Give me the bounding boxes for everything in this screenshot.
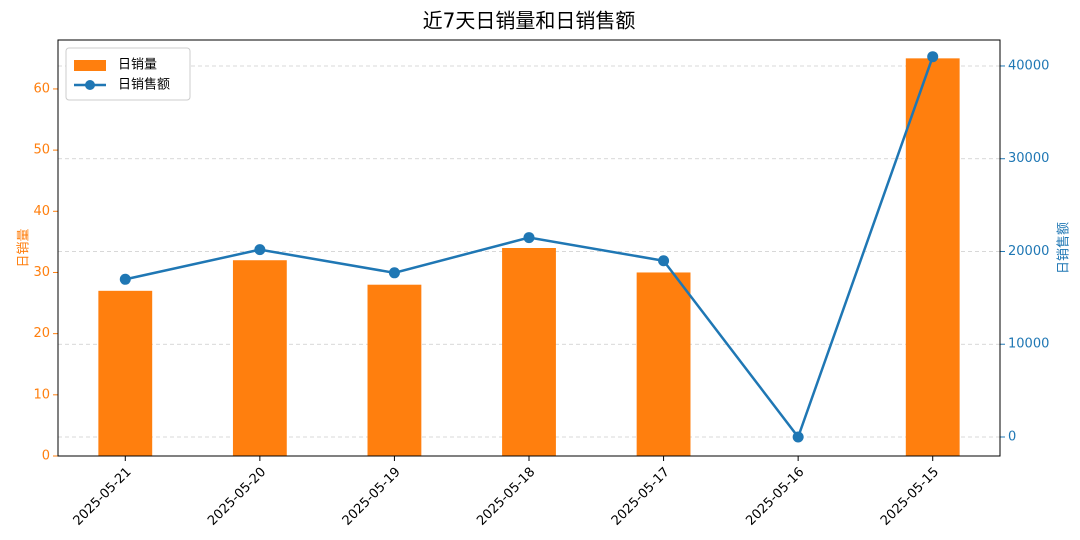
bar bbox=[502, 248, 556, 456]
line-point bbox=[254, 244, 266, 256]
x-tick-label: 2025-05-19 bbox=[340, 465, 404, 529]
x-tick-label: 2025-05-15 bbox=[878, 465, 942, 529]
line-point bbox=[658, 255, 670, 267]
line-point bbox=[927, 51, 939, 63]
bar bbox=[636, 272, 691, 456]
x-tick-label: 2025-05-16 bbox=[743, 465, 807, 529]
line-point bbox=[119, 273, 131, 285]
y-tick-label: 60 bbox=[33, 81, 50, 96]
x-tick-label: 2025-05-18 bbox=[474, 465, 538, 529]
bar bbox=[232, 260, 287, 456]
chart-title: 近7天日销量和日销售额 bbox=[423, 9, 636, 33]
bar bbox=[905, 58, 960, 457]
y2-tick-label: 0 bbox=[1008, 429, 1016, 444]
line-point bbox=[388, 267, 400, 279]
y2-tick-label: 30000 bbox=[1008, 151, 1049, 166]
y2-tick-label: 40000 bbox=[1008, 58, 1049, 73]
bar bbox=[98, 290, 153, 456]
y-tick-label: 20 bbox=[33, 326, 50, 341]
legend-marker bbox=[85, 80, 95, 90]
y-tick-label: 0 bbox=[42, 449, 50, 464]
legend-label: 日销量 bbox=[118, 58, 157, 73]
y-tick-label: 40 bbox=[33, 204, 50, 219]
y2-tick-label: 20000 bbox=[1008, 244, 1049, 259]
line-point bbox=[523, 232, 535, 244]
y-tick-label: 50 bbox=[33, 143, 50, 158]
y2-axis-label: 日销售额 bbox=[1056, 222, 1072, 274]
line-point bbox=[792, 431, 804, 443]
x-tick-label: 2025-05-20 bbox=[205, 465, 269, 529]
y-axis-label: 日销量 bbox=[17, 228, 32, 267]
legend-swatch bbox=[74, 60, 106, 71]
y2-tick-label: 10000 bbox=[1008, 337, 1049, 352]
legend-label: 日销售额 bbox=[118, 77, 170, 93]
y-tick-label: 30 bbox=[33, 265, 50, 280]
x-tick-label: 2025-05-21 bbox=[71, 465, 135, 529]
plot-frame bbox=[57, 39, 1001, 457]
y-tick-label: 10 bbox=[33, 387, 50, 402]
x-tick-label: 2025-05-17 bbox=[609, 465, 673, 529]
bar bbox=[367, 284, 422, 456]
